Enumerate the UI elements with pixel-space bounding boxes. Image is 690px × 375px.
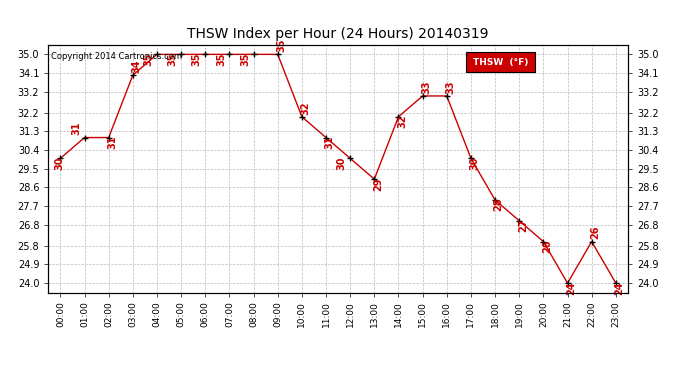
Text: 26: 26 xyxy=(542,240,552,253)
Text: 34: 34 xyxy=(132,60,141,73)
Text: 35: 35 xyxy=(216,52,226,66)
Text: 35: 35 xyxy=(192,52,201,66)
Text: 24: 24 xyxy=(566,281,576,295)
Text: 32: 32 xyxy=(301,101,310,115)
Text: 33: 33 xyxy=(446,80,455,94)
Text: 35: 35 xyxy=(168,52,177,66)
Text: 35: 35 xyxy=(277,39,286,52)
Text: 26: 26 xyxy=(591,226,600,240)
Text: 30: 30 xyxy=(337,156,346,170)
Text: 24: 24 xyxy=(615,281,624,295)
FancyBboxPatch shape xyxy=(466,53,535,72)
Text: 31: 31 xyxy=(71,122,81,135)
Text: 30: 30 xyxy=(55,156,64,170)
Text: 32: 32 xyxy=(397,115,407,128)
Text: 33: 33 xyxy=(422,80,431,94)
Title: THSW Index per Hour (24 Hours) 20140319: THSW Index per Hour (24 Hours) 20140319 xyxy=(188,27,489,41)
Text: 31: 31 xyxy=(108,135,117,149)
Text: 28: 28 xyxy=(494,198,504,211)
Text: 29: 29 xyxy=(373,177,383,190)
Text: THSW  (°F): THSW (°F) xyxy=(473,58,528,67)
Text: 35: 35 xyxy=(240,52,250,66)
Text: Copyright 2014 Cartronics.com: Copyright 2014 Cartronics.com xyxy=(51,53,182,62)
Text: 27: 27 xyxy=(518,219,528,232)
Text: 31: 31 xyxy=(325,135,335,149)
Text: 35: 35 xyxy=(144,52,153,66)
Text: 30: 30 xyxy=(470,156,480,170)
